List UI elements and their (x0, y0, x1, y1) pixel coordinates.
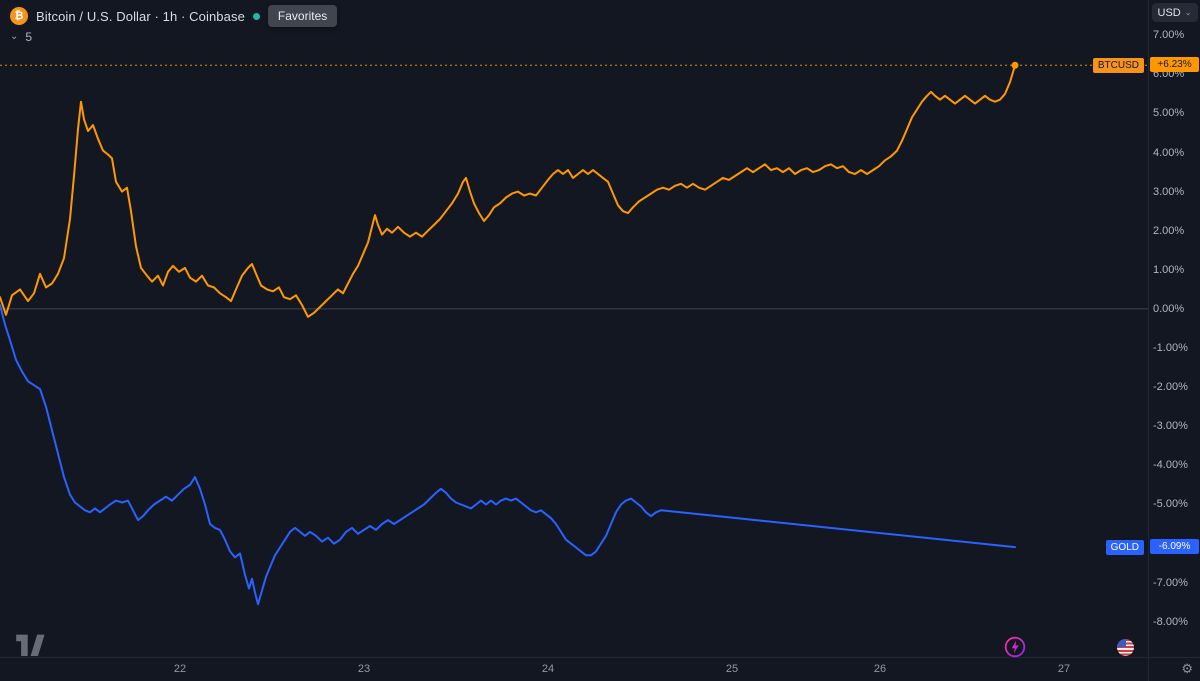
legend-second-row: ⌄ 5 (10, 30, 32, 44)
price-tick-label: -8.00% (1153, 615, 1188, 628)
time-tick-label: 24 (541, 663, 555, 675)
interval-badge[interactable]: 5 (25, 30, 33, 44)
price-tick-label: 0.00% (1153, 302, 1185, 315)
currency-dropdown[interactable]: USD ⌄ (1151, 3, 1198, 22)
symbol-legend: ₿ Bitcoin / U.S. Dollar · 1h · Coinbase … (10, 5, 338, 27)
time-tick-label: 27 (1057, 663, 1071, 675)
gear-icon[interactable]: ⚙ (1181, 661, 1193, 676)
favorites-tooltip: Favorites (267, 5, 338, 27)
price-tick-label: 5.00% (1153, 107, 1185, 120)
price-tick-label: -3.00% (1153, 420, 1188, 433)
bitcoin-icon: ₿ (10, 7, 28, 25)
price-tick-label: 1.00% (1153, 263, 1185, 276)
us-flag-icon[interactable] (1117, 639, 1134, 656)
price-tick-label: -4.00% (1153, 459, 1188, 472)
lightning-icon[interactable] (1004, 636, 1026, 658)
gold-line (0, 304, 1016, 606)
price-tick-label: 2.00% (1153, 224, 1185, 237)
time-axis[interactable]: 22 23 24 25 26 27 ⚙ (0, 657, 1200, 681)
chevron-down-icon[interactable]: ⌄ (10, 31, 19, 42)
currency-label: USD (1157, 6, 1181, 19)
price-tick-label: -5.00% (1153, 498, 1188, 511)
price-tick-label: -1.00% (1153, 342, 1188, 355)
price-tick-label: -2.00% (1153, 381, 1188, 394)
btcusd-end-dot (1011, 61, 1019, 69)
symbol-title[interactable]: Bitcoin / U.S. Dollar · 1h · Coinbase (36, 8, 245, 24)
gold-symbol-chip: GOLD (1105, 540, 1144, 556)
gold-value-badge: -6.09% (1150, 539, 1199, 555)
market-status-dot (252, 12, 260, 20)
price-tick-label: 4.00% (1153, 146, 1185, 159)
time-tick-label: 25 (725, 663, 739, 675)
btcusd-symbol-chip: BTCUSD (1092, 58, 1144, 74)
tradingview-logo[interactable] (16, 633, 46, 661)
btcusd-line (0, 64, 1016, 318)
btcusd-value-badge: +6.23% (1150, 57, 1199, 73)
price-tick-label: 3.00% (1153, 185, 1185, 198)
time-tick-label: 23 (357, 663, 371, 675)
chart-canvas[interactable] (0, 0, 1148, 657)
price-tick-label: 7.00% (1153, 29, 1185, 42)
chevron-down-icon: ⌄ (1184, 8, 1192, 17)
time-tick-label: 22 (173, 663, 187, 675)
price-tick-label: -7.00% (1153, 576, 1188, 589)
price-axis[interactable]: USD ⌄ 7.00% 6.00% 5.00% 4.00% 3.00% 2.00% 1.00… (1148, 0, 1200, 681)
time-tick-label: 26 (873, 663, 887, 675)
